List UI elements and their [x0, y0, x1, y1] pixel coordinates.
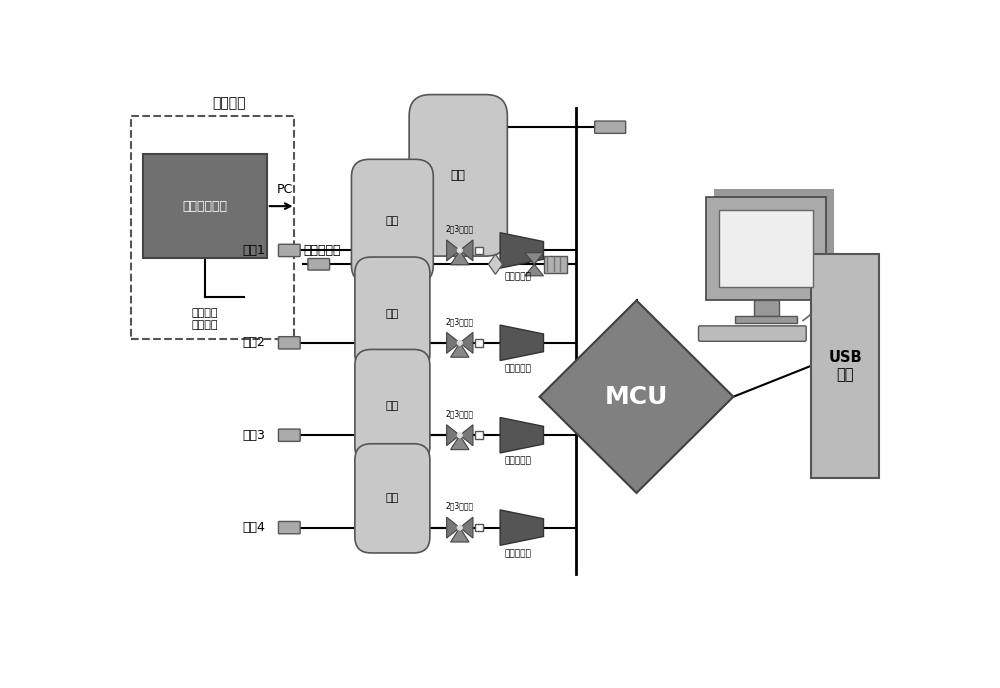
FancyBboxPatch shape — [595, 121, 626, 133]
Polygon shape — [447, 424, 460, 446]
Text: 压力传感器: 压力传感器 — [504, 457, 531, 466]
Circle shape — [457, 341, 462, 345]
Polygon shape — [525, 252, 544, 264]
Text: 2位3通气阀: 2位3通气阀 — [446, 409, 474, 418]
Polygon shape — [540, 301, 733, 493]
Polygon shape — [460, 240, 473, 261]
Text: 气容: 气容 — [386, 216, 399, 226]
Polygon shape — [460, 424, 473, 446]
FancyBboxPatch shape — [811, 255, 879, 477]
Ellipse shape — [836, 322, 848, 342]
Text: 通道1: 通道1 — [243, 244, 266, 257]
Text: PC: PC — [277, 183, 293, 196]
Polygon shape — [460, 517, 473, 538]
Text: 压力传感器: 压力传感器 — [504, 365, 531, 374]
Bar — [475, 431, 483, 439]
Polygon shape — [460, 332, 473, 354]
Polygon shape — [500, 233, 544, 268]
Text: 高精度压力计: 高精度压力计 — [182, 200, 227, 213]
Circle shape — [457, 525, 462, 530]
Polygon shape — [500, 510, 544, 546]
Polygon shape — [451, 436, 469, 450]
FancyBboxPatch shape — [278, 336, 300, 349]
Circle shape — [457, 433, 462, 438]
Text: 气容: 气容 — [451, 169, 466, 182]
Polygon shape — [525, 264, 544, 276]
Text: 通道3: 通道3 — [243, 429, 266, 442]
Text: 气容: 气容 — [386, 308, 399, 319]
Text: 连接至自
校准接口: 连接至自 校准接口 — [192, 308, 218, 330]
Text: MCU: MCU — [605, 385, 668, 409]
Text: 2位3通气阀: 2位3通气阀 — [446, 224, 474, 233]
FancyBboxPatch shape — [698, 326, 806, 341]
FancyBboxPatch shape — [409, 95, 507, 256]
Polygon shape — [447, 240, 460, 261]
FancyBboxPatch shape — [355, 444, 430, 553]
FancyBboxPatch shape — [714, 189, 834, 293]
Text: 通道2: 通道2 — [243, 336, 266, 350]
FancyBboxPatch shape — [278, 429, 300, 442]
Text: 通道4: 通道4 — [243, 521, 266, 534]
FancyBboxPatch shape — [278, 244, 300, 257]
FancyBboxPatch shape — [351, 160, 433, 283]
Text: 自校准接口: 自校准接口 — [303, 244, 341, 257]
Polygon shape — [451, 343, 469, 357]
Bar — [754, 301, 779, 316]
FancyBboxPatch shape — [719, 210, 813, 288]
FancyBboxPatch shape — [278, 522, 300, 534]
Polygon shape — [451, 528, 469, 542]
Bar — [544, 256, 567, 272]
Text: 压力传感器: 压力传感器 — [504, 549, 531, 558]
FancyBboxPatch shape — [706, 197, 826, 301]
Polygon shape — [451, 250, 469, 265]
Text: USB
接口: USB 接口 — [828, 350, 862, 382]
Circle shape — [457, 248, 462, 252]
Polygon shape — [500, 325, 544, 361]
Bar — [475, 524, 483, 531]
FancyBboxPatch shape — [143, 154, 267, 258]
FancyBboxPatch shape — [355, 257, 430, 370]
FancyBboxPatch shape — [355, 350, 430, 462]
FancyBboxPatch shape — [308, 259, 330, 270]
Text: 压力传感器: 压力传感器 — [504, 272, 531, 281]
Text: 2位3通气阀: 2位3通气阀 — [446, 317, 474, 326]
Polygon shape — [447, 517, 460, 538]
Polygon shape — [488, 255, 503, 275]
Bar — [475, 339, 483, 347]
Bar — [735, 316, 797, 323]
Text: 外部设备: 外部设备 — [212, 96, 246, 110]
Text: 气容: 气容 — [386, 493, 399, 504]
Text: 2位3通气阀: 2位3通气阀 — [446, 502, 474, 510]
Bar — [475, 246, 483, 255]
Text: 气容: 气容 — [386, 401, 399, 411]
Polygon shape — [500, 418, 544, 453]
Polygon shape — [447, 332, 460, 354]
